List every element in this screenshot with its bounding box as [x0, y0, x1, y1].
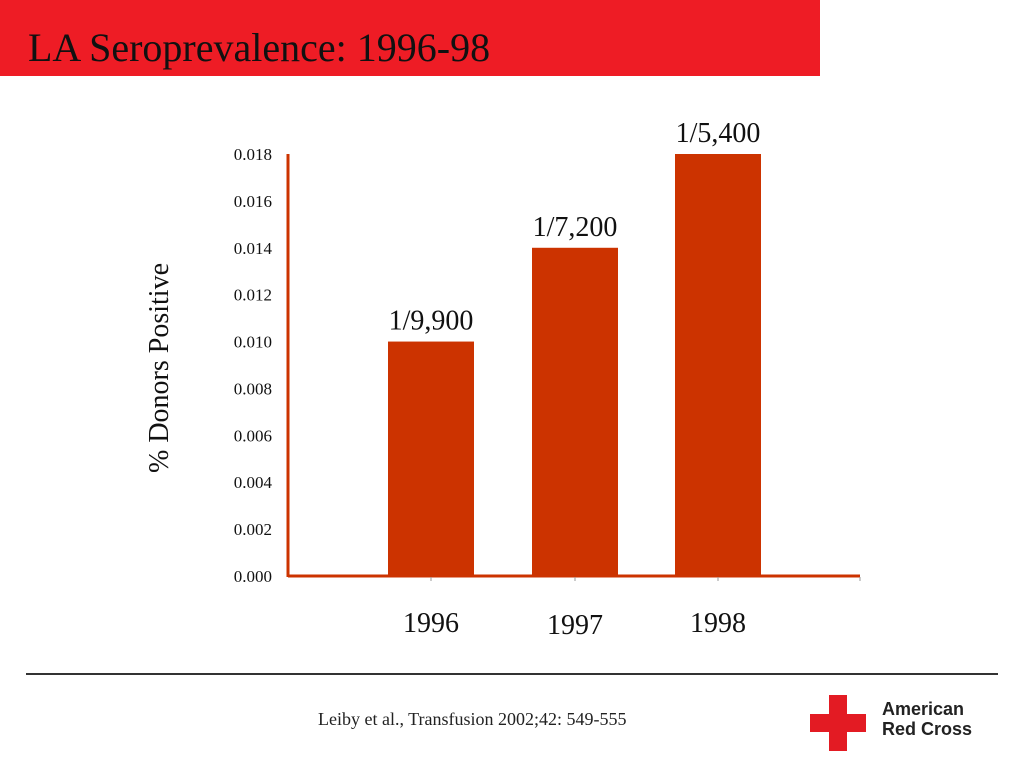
y-tick-label: 0.000	[234, 567, 272, 586]
data-label: 1/5,400	[676, 118, 761, 149]
slide-title: LA Seroprevalence: 1996-98	[28, 25, 491, 70]
bar-1996	[388, 341, 474, 576]
y-tick-label: 0.010	[234, 333, 272, 352]
y-axis-ticks: 0.000 0.002 0.004 0.006 0.008 0.010 0.012 0.014…	[234, 145, 273, 586]
axes	[286, 154, 861, 581]
red-cross-icon	[810, 695, 866, 751]
y-tick-label: 0.006	[234, 426, 272, 445]
y-tick-label: 0.004	[234, 473, 273, 492]
x-tick-label: 1997	[547, 610, 603, 641]
y-tick-label: 0.018	[234, 145, 272, 164]
x-tick-label: 1998	[690, 608, 746, 639]
y-tick-label: 0.012	[234, 286, 272, 305]
y-tick-label: 0.014	[234, 239, 273, 258]
logo-line-1: American	[882, 699, 965, 719]
bars	[388, 154, 761, 576]
y-tick-label: 0.008	[234, 379, 272, 398]
american-red-cross-logo: American Red Cross	[810, 695, 1000, 751]
x-tick-label: 1996	[403, 608, 459, 639]
y-axis-label: % Donors Positive	[144, 263, 175, 473]
x-axis-ticks: 1996 1997 1998	[403, 608, 746, 641]
divider-line	[26, 673, 998, 675]
data-label: 1/9,900	[389, 306, 474, 337]
citation: Leiby et al., Transfusion 2002;42: 549-5…	[318, 709, 627, 729]
y-tick-label: 0.002	[234, 520, 272, 539]
bar-1998	[675, 154, 761, 576]
bar-1997	[532, 247, 618, 576]
logo-wordmark: American Red Cross	[882, 699, 972, 739]
title-bar: LA Seroprevalence: 1996-98	[0, 0, 820, 76]
logo-line-2: Red Cross	[882, 719, 973, 739]
data-labels: 1/9,900 1/7,200 1/5,400	[389, 118, 761, 337]
data-label: 1/7,200	[533, 212, 618, 243]
y-tick-label: 0.016	[234, 192, 272, 211]
